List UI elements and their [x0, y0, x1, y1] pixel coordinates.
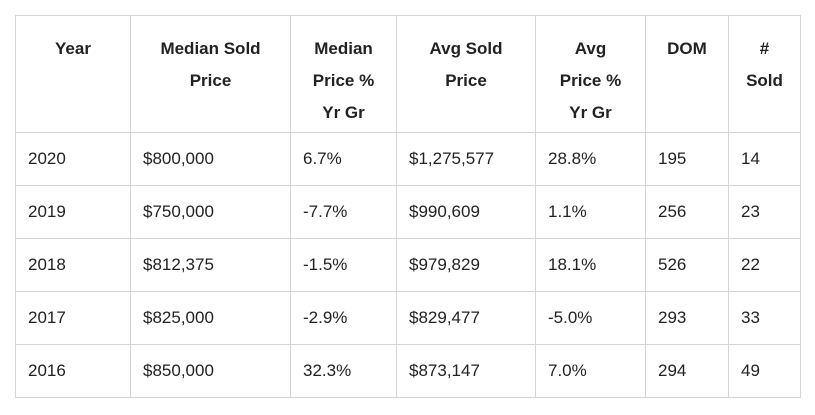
table-cell: 49: [728, 344, 801, 398]
column-header: Avg Sold Price: [396, 15, 536, 133]
table-cell: 18.1%: [535, 238, 646, 292]
table-row: 2019 $750,000 -7.7% $990,609 1.1% 256 23: [15, 185, 801, 239]
table-cell: 22: [728, 238, 801, 292]
table-cell: 2018: [15, 238, 131, 292]
column-header: # Sold: [728, 15, 801, 133]
table-cell: $825,000: [130, 291, 291, 345]
table-row: 2016 $850,000 32.3% $873,147 7.0% 294 49: [15, 344, 801, 398]
table-cell: 2020: [15, 132, 131, 186]
table-row: 2018 $812,375 -1.5% $979,829 18.1% 526 22: [15, 238, 801, 292]
table-row: 2017 $825,000 -2.9% $829,477 -5.0% 293 33: [15, 291, 801, 345]
table-cell: $812,375: [130, 238, 291, 292]
table-cell: $990,609: [396, 185, 536, 239]
table-cell: $1,275,577: [396, 132, 536, 186]
column-header: DOM: [645, 15, 729, 133]
table-cell: 33: [728, 291, 801, 345]
table-cell: 28.8%: [535, 132, 646, 186]
table-row: 2020 $800,000 6.7% $1,275,577 28.8% 195 14: [15, 132, 801, 186]
table-cell: 256: [645, 185, 729, 239]
table-cell: $850,000: [130, 344, 291, 398]
table-cell: 32.3%: [290, 344, 397, 398]
table-cell: 526: [645, 238, 729, 292]
table-cell: 2016: [15, 344, 131, 398]
table-cell: 1.1%: [535, 185, 646, 239]
table-body: 2020 $800,000 6.7% $1,275,577 28.8% 195 14 2019…: [15, 132, 801, 398]
column-header: Year: [15, 15, 131, 133]
column-header: Avg Price % Yr Gr: [535, 15, 646, 133]
table-cell: -5.0%: [535, 291, 646, 345]
table-cell: 294: [645, 344, 729, 398]
column-header: Median Sold Price: [130, 15, 291, 133]
table-cell: 293: [645, 291, 729, 345]
table-cell: $829,477: [396, 291, 536, 345]
table-cell: -1.5%: [290, 238, 397, 292]
table-cell: $979,829: [396, 238, 536, 292]
table-cell: $873,147: [396, 344, 536, 398]
table-cell: $800,000: [130, 132, 291, 186]
table-cell: 6.7%: [290, 132, 397, 186]
table-cell: 195: [645, 132, 729, 186]
table-cell: 2017: [15, 291, 131, 345]
column-header: Median Price % Yr Gr: [290, 15, 397, 133]
table-cell: $750,000: [130, 185, 291, 239]
table-cell: 2019: [15, 185, 131, 239]
table-cell: -2.9%: [290, 291, 397, 345]
table-cell: 7.0%: [535, 344, 646, 398]
table-cell: 23: [728, 185, 801, 239]
table-cell: -7.7%: [290, 185, 397, 239]
data-table: Year Median Sold Price Median Price % Yr G…: [15, 15, 801, 398]
table-cell: 14: [728, 132, 801, 186]
header-row: Year Median Sold Price Median Price % Yr G…: [15, 15, 801, 133]
